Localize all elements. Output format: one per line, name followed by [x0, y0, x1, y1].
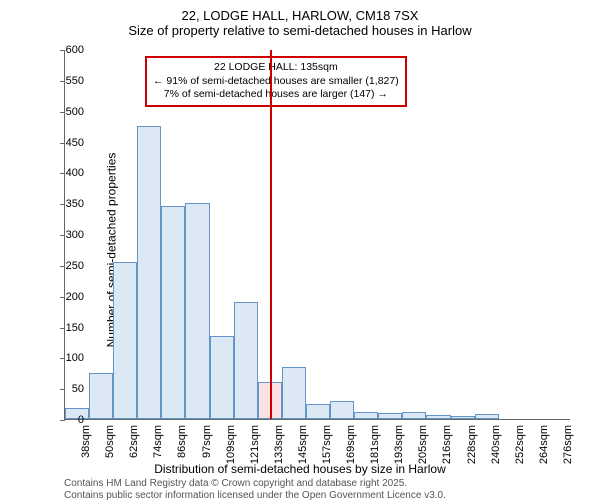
x-tick-label: 62sqm — [128, 425, 140, 458]
y-tick-label: 450 — [54, 137, 84, 149]
histogram-bar — [402, 412, 426, 419]
footer-line2: Contains public sector information licen… — [64, 490, 446, 501]
y-tick-label: 150 — [54, 322, 84, 334]
x-tick-label: 145sqm — [297, 425, 309, 464]
footer-line1: Contains HM Land Registry data © Crown c… — [64, 478, 407, 489]
title-block: 22, LODGE HALL, HARLOW, CM18 7SX Size of… — [0, 0, 600, 38]
annotation-line2: ← 91% of semi-detached houses are smalle… — [153, 75, 399, 89]
chart-plot-area: 22 LODGE HALL: 135sqm ← 91% of semi-deta… — [64, 50, 570, 420]
histogram-bar — [475, 414, 499, 419]
x-tick-label: 181sqm — [369, 425, 381, 464]
histogram-bar — [234, 302, 258, 419]
histogram-bar — [426, 415, 450, 419]
x-tick-label: 74sqm — [152, 425, 164, 458]
y-tick-label: 350 — [54, 198, 84, 210]
annotation-line3: 7% of semi-detached houses are larger (1… — [153, 88, 399, 102]
y-tick-label: 100 — [54, 352, 84, 364]
title-line1: 22, LODGE HALL, HARLOW, CM18 7SX — [0, 8, 600, 23]
reference-line — [270, 50, 272, 419]
title-line2: Size of property relative to semi-detach… — [0, 23, 600, 38]
histogram-bar — [185, 203, 209, 419]
y-tick-label: 300 — [54, 229, 84, 241]
histogram-bar — [451, 416, 475, 419]
histogram-bar — [378, 413, 402, 419]
histogram-bar — [330, 401, 354, 420]
x-tick-label: 228sqm — [466, 425, 478, 464]
annotation-box: 22 LODGE HALL: 135sqm ← 91% of semi-deta… — [145, 56, 407, 107]
x-tick-label: 97sqm — [201, 425, 213, 458]
x-tick-label: 205sqm — [417, 425, 429, 464]
x-tick-label: 109sqm — [225, 425, 237, 464]
histogram-bar — [89, 373, 113, 419]
histogram-bar — [306, 404, 330, 419]
y-tick-label: 200 — [54, 291, 84, 303]
x-tick-label: 38sqm — [80, 425, 92, 458]
histogram-bar — [113, 262, 137, 419]
x-tick-label: 169sqm — [345, 425, 357, 464]
histogram-bar — [210, 336, 234, 419]
x-tick-label: 121sqm — [249, 425, 261, 464]
x-tick-label: 86sqm — [176, 425, 188, 458]
y-tick-label: 400 — [54, 167, 84, 179]
annotation-line1: 22 LODGE HALL: 135sqm — [153, 61, 399, 75]
y-tick-label: 600 — [54, 44, 84, 56]
x-tick-label: 252sqm — [514, 425, 526, 464]
y-tick-label: 250 — [54, 260, 84, 272]
x-tick-label: 276sqm — [562, 425, 574, 464]
x-tick-label: 50sqm — [104, 425, 116, 458]
x-tick-label: 264sqm — [538, 425, 550, 464]
x-tick-label: 157sqm — [321, 425, 333, 464]
x-tick-label: 240sqm — [490, 425, 502, 464]
histogram-bar — [282, 367, 306, 419]
histogram-bar — [161, 206, 185, 419]
y-tick-label: 550 — [54, 75, 84, 87]
x-tick-label: 216sqm — [441, 425, 453, 464]
x-tick-label: 133sqm — [273, 425, 285, 464]
y-tick-label: 50 — [54, 383, 84, 395]
x-tick-label: 193sqm — [393, 425, 405, 464]
y-tick-label: 500 — [54, 106, 84, 118]
histogram-bar — [354, 412, 378, 419]
histogram-bar — [137, 126, 161, 419]
